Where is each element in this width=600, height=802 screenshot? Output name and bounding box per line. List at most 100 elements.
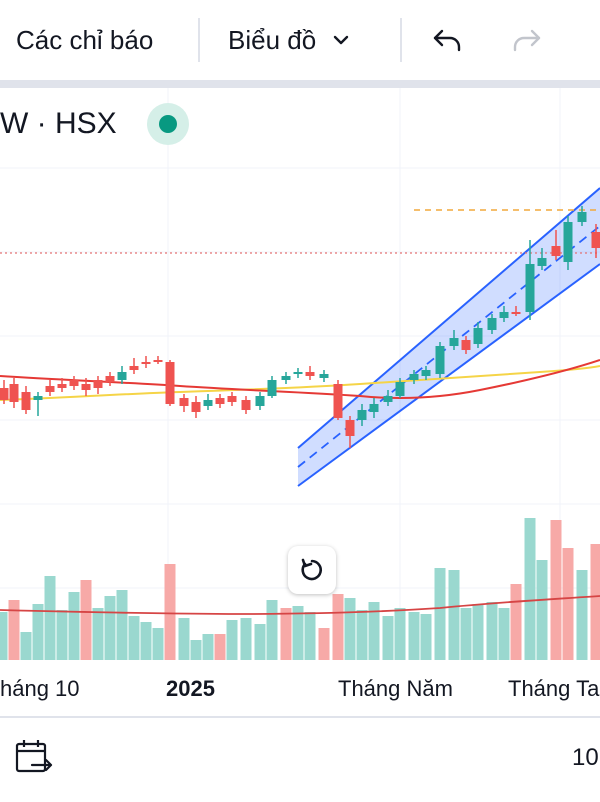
volume-bar bbox=[345, 598, 356, 660]
volume-bar bbox=[179, 618, 190, 660]
volume-bar bbox=[9, 600, 20, 660]
candle-body bbox=[436, 346, 445, 374]
volume-bar bbox=[117, 590, 128, 660]
volume-bar bbox=[563, 548, 574, 660]
volume-bar bbox=[241, 618, 252, 660]
candle-body bbox=[180, 398, 189, 406]
market-status-badge[interactable] bbox=[147, 103, 189, 145]
volume-bar bbox=[511, 584, 522, 660]
volume-bar bbox=[357, 610, 368, 660]
market-status-dot bbox=[159, 115, 177, 133]
symbol-legend[interactable]: W · HSX bbox=[0, 104, 117, 144]
candle-body bbox=[538, 258, 547, 266]
candle-body bbox=[462, 340, 471, 350]
candle-body bbox=[0, 388, 9, 400]
candle-body bbox=[46, 386, 55, 392]
candle-body bbox=[268, 380, 277, 396]
candle-body bbox=[282, 376, 291, 380]
reset-chart-button[interactable] bbox=[288, 546, 336, 594]
volume-bar bbox=[435, 568, 446, 660]
undo-icon bbox=[430, 23, 464, 57]
undo-button[interactable] bbox=[430, 0, 464, 80]
volume-bar bbox=[409, 612, 420, 660]
price-chart[interactable] bbox=[0, 88, 600, 716]
candle-body bbox=[228, 396, 237, 402]
candle-body bbox=[216, 398, 225, 404]
volume-bar bbox=[551, 520, 562, 660]
candle-body bbox=[192, 402, 201, 412]
toolbar-divider bbox=[198, 18, 200, 62]
volume-bar bbox=[141, 622, 152, 660]
bottom-toolbar bbox=[0, 716, 600, 802]
candle-body bbox=[334, 384, 343, 418]
candle-body bbox=[488, 318, 497, 330]
x-axis-label: 2025 bbox=[166, 676, 215, 702]
volume-bar bbox=[153, 628, 164, 660]
volume-bar bbox=[165, 564, 176, 660]
calendar-goto-icon[interactable] bbox=[14, 738, 54, 778]
candle-body bbox=[82, 384, 91, 390]
candle-body bbox=[384, 396, 393, 402]
candle-body bbox=[256, 396, 265, 406]
volume-bar bbox=[473, 604, 484, 660]
candle-body bbox=[142, 362, 151, 364]
volume-bar bbox=[105, 596, 116, 660]
candle-body bbox=[552, 246, 561, 256]
volume-bar bbox=[591, 544, 600, 660]
candle-body bbox=[10, 384, 19, 402]
candle-body bbox=[564, 222, 573, 262]
volume-bar bbox=[383, 616, 394, 660]
candle-body bbox=[410, 374, 419, 380]
volume-bar bbox=[525, 518, 536, 660]
volume-bar bbox=[319, 628, 330, 660]
volume-bar bbox=[203, 634, 214, 660]
candle-body bbox=[118, 372, 127, 380]
candle-body bbox=[474, 328, 483, 344]
candle-body bbox=[94, 380, 103, 388]
volume-bar bbox=[267, 600, 278, 660]
candle-body bbox=[500, 312, 509, 318]
candle-body bbox=[22, 392, 31, 410]
volume-bar bbox=[537, 560, 548, 660]
parallel-channel-bottom bbox=[298, 264, 600, 486]
chevron-down-icon bbox=[330, 29, 352, 51]
candle-body bbox=[306, 372, 315, 376]
chart-type-button[interactable]: Biểu đồ bbox=[228, 0, 352, 80]
volume-bar bbox=[45, 576, 56, 660]
candle-body bbox=[294, 372, 303, 374]
zoom-label[interactable]: 10 bbox=[572, 744, 599, 772]
redo-button[interactable] bbox=[510, 0, 544, 80]
volume-bar bbox=[0, 612, 8, 660]
parallel-channel-fill bbox=[298, 188, 600, 486]
candle-body bbox=[34, 396, 43, 400]
x-axis-label: Tháng Ta bbox=[508, 676, 599, 702]
moving-average-slow bbox=[0, 360, 600, 398]
volume-bar bbox=[69, 592, 80, 660]
indicators-button[interactable]: Các chỉ báo bbox=[16, 0, 153, 80]
x-axis-label: Tháng Năm bbox=[338, 676, 453, 702]
volume-bar bbox=[449, 570, 460, 660]
volume-bar bbox=[191, 640, 202, 660]
volume-bar bbox=[421, 614, 432, 660]
candle-body bbox=[396, 382, 405, 396]
candle-body bbox=[70, 380, 79, 386]
candle-body bbox=[358, 410, 367, 420]
top-toolbar: Các chỉ báo Biểu đồ bbox=[0, 0, 600, 80]
candle-body bbox=[592, 232, 600, 248]
volume-bar bbox=[129, 616, 140, 660]
symbol-label: W · HSX bbox=[0, 107, 117, 141]
volume-bar bbox=[305, 612, 316, 660]
candle-body bbox=[512, 312, 521, 314]
candle-body bbox=[578, 212, 587, 222]
volume-bar bbox=[577, 570, 588, 660]
volume-bar bbox=[227, 620, 238, 660]
chart-type-label: Biểu đồ bbox=[228, 25, 316, 56]
volume-bar bbox=[487, 602, 498, 660]
x-axis-label: háng 10 bbox=[0, 676, 80, 702]
candle-body bbox=[346, 420, 355, 436]
toolbar-bottom-border bbox=[0, 80, 600, 88]
volume-bar bbox=[255, 624, 266, 660]
volume-bar bbox=[499, 608, 510, 660]
indicators-label: Các chỉ báo bbox=[16, 25, 153, 56]
volume-bar bbox=[93, 608, 104, 660]
